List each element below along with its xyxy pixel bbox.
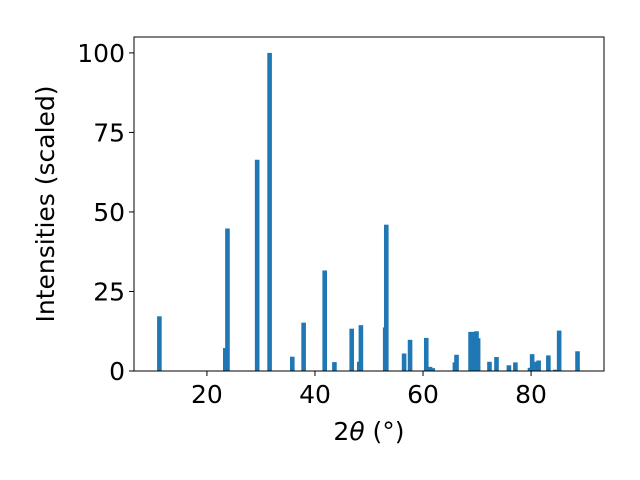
x-tick-label: 80 (515, 380, 547, 409)
bar (322, 270, 327, 371)
x-tick-label: 20 (191, 380, 223, 409)
bar (430, 368, 436, 371)
bar (546, 355, 551, 371)
x-ticks-group: 20 40 60 80 (191, 371, 547, 409)
bar (349, 328, 355, 371)
bar (475, 338, 481, 371)
bar (358, 325, 364, 371)
bar (556, 330, 562, 371)
bar (529, 354, 535, 371)
x-tick-label: 60 (407, 380, 439, 409)
y-tick-label: 75 (93, 118, 125, 147)
y-tick-label: 25 (93, 277, 125, 306)
bar (383, 224, 389, 371)
bar (427, 366, 433, 371)
y-axis-title: Intensities (scaled) (31, 85, 60, 322)
y-ticks-group: 0 25 50 75 100 (77, 39, 134, 386)
bar (157, 316, 162, 371)
bar (513, 362, 518, 371)
bar (225, 228, 230, 371)
bar (401, 353, 407, 371)
bar (487, 361, 492, 371)
y-tick-label: 100 (77, 39, 125, 68)
bar (553, 369, 558, 371)
y-tick-label: 50 (93, 198, 125, 227)
bar (575, 351, 580, 371)
bar (301, 322, 306, 371)
bar (267, 52, 272, 372)
bar (494, 357, 499, 371)
bar (332, 362, 337, 371)
bar (468, 331, 473, 371)
bar (506, 365, 512, 371)
bar (454, 354, 459, 371)
bar (254, 159, 260, 371)
bar (407, 339, 413, 371)
x-axis-title: 2θ (°) (333, 417, 404, 446)
y-tick-label: 0 (109, 357, 125, 386)
bar (423, 337, 429, 371)
bar (536, 360, 541, 371)
bar (471, 331, 477, 371)
plot-frame (133, 36, 605, 372)
bars-group (157, 52, 580, 372)
bar (289, 356, 295, 371)
x-tick-label: 40 (299, 380, 331, 409)
